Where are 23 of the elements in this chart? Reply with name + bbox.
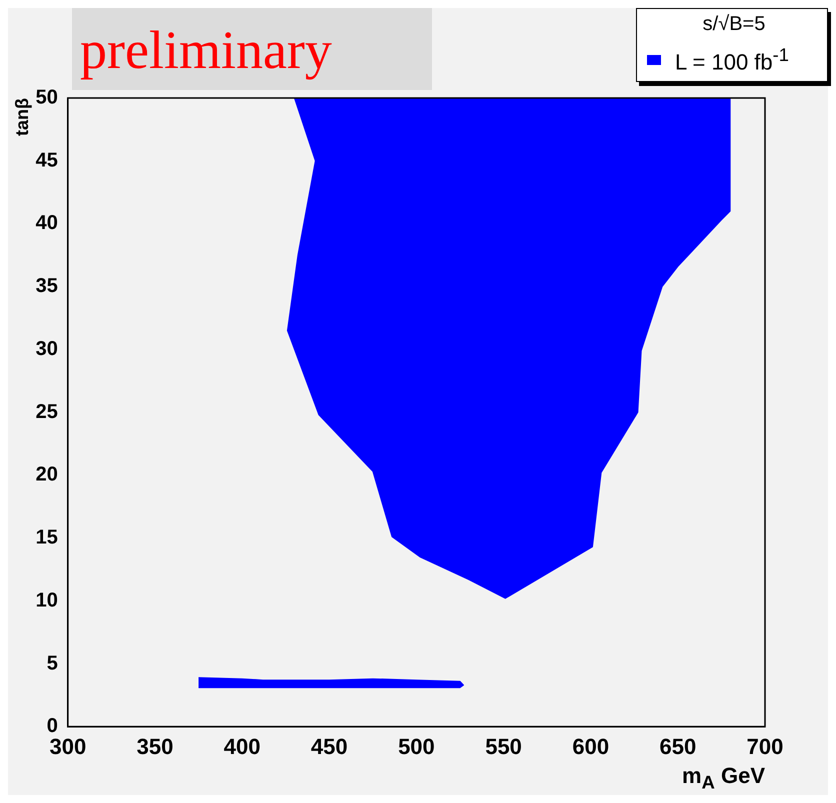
x-axis-title: m$_{A}$ GeV (682, 762, 765, 793)
y-tick-label: 45 (36, 149, 58, 172)
x-tick-label: 550 (485, 734, 522, 759)
y-tick-label: 20 (36, 464, 58, 486)
y-tick-label: 30 (36, 338, 58, 360)
legend-title: s/√B=5 (702, 13, 766, 36)
legend-label: L = 100 fb$^{-1}$ (675, 44, 789, 76)
y-tick-label: 10 (36, 589, 58, 612)
y-axis-title: tanβ (12, 98, 32, 136)
x-tick-label: 450 (310, 734, 348, 759)
x-tick-label: 350 (136, 734, 174, 759)
text: preliminary (72, 8, 432, 90)
x-tick-label: 600 (572, 734, 610, 759)
x-tick-label: 700 (746, 734, 784, 759)
y-tick-label: 15 (36, 526, 58, 549)
x-tick-label: 400 (224, 734, 260, 759)
y-tick-label: 5 (46, 652, 58, 674)
x-tick-label: 650 (659, 734, 696, 759)
y-tick-label: 50 (36, 86, 58, 109)
y-tick-label: 25 (36, 400, 58, 423)
y-tick-label: 35 (36, 275, 58, 298)
x-tick-label: 500 (398, 734, 435, 759)
y-tick-label: 40 (36, 212, 58, 234)
